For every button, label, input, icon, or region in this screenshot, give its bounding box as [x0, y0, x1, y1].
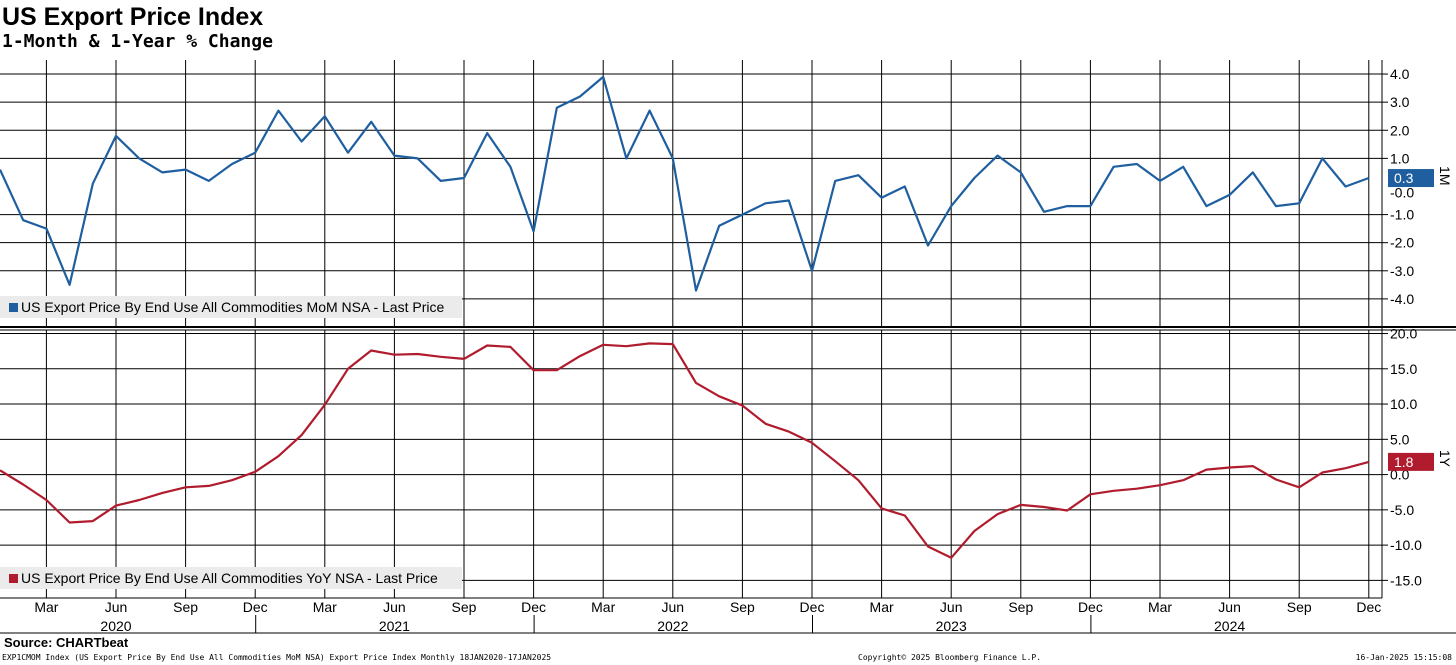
x-tick-label-year: 2022	[657, 618, 688, 634]
y-tick-label: -4.0	[1390, 291, 1414, 307]
x-tick-label-month: Sep	[730, 599, 755, 615]
legend-box	[0, 296, 462, 318]
y-tick-label: -5.0	[1390, 502, 1414, 518]
x-tick-label-month: Mar	[313, 599, 337, 615]
x-tick-label-month: Jun	[662, 599, 685, 615]
legend-box	[0, 567, 462, 589]
x-tick-label-month: Jun	[105, 599, 128, 615]
x-tick-label-month: Mar	[34, 599, 58, 615]
y-tick-label: 3.0	[1390, 94, 1410, 110]
axis-series-label: 1Y	[1437, 450, 1453, 468]
x-tick-label-year: 2021	[379, 618, 410, 634]
y-tick-label: -15.0	[1390, 572, 1422, 588]
y-tick-label: -3.0	[1390, 263, 1414, 279]
footer-timestamp: 16-Jan-2025 15:15:08	[1355, 653, 1452, 662]
y-tick-label-partial: -0.0	[1390, 184, 1414, 200]
x-tick-label-month: Jun	[383, 599, 406, 615]
footer-index-description: EXP1CMOM Index (US Export Price By End U…	[2, 653, 552, 662]
x-tick-label-month: Dec	[521, 599, 546, 615]
x-tick-label-month: Dec	[800, 599, 825, 615]
x-tick-label-month: Sep	[1287, 599, 1312, 615]
legend-label: US Export Price By End Use All Commoditi…	[21, 299, 444, 315]
x-tick-label-month: Sep	[452, 599, 477, 615]
footer-copyright: Copyright© 2025 Bloomberg Finance L.P.	[858, 653, 1042, 662]
last-value-tag	[1388, 169, 1434, 188]
x-tick-label-month: Jun	[940, 599, 963, 615]
x-tick-label-month: Sep	[173, 599, 198, 615]
y-tick-label: 15.0	[1390, 361, 1417, 377]
x-tick-label-month: Dec	[1078, 599, 1103, 615]
x-tick-label-year: 2024	[1214, 618, 1245, 634]
y-tick-label: 1.0	[1390, 150, 1410, 166]
x-tick-label-month: Mar	[870, 599, 894, 615]
legend-label: US Export Price By End Use All Commoditi…	[21, 570, 438, 586]
x-tick-label-month: Dec	[243, 599, 268, 615]
x-tick-label-month: Jun	[1218, 599, 1241, 615]
x-tick-label-year: 2023	[936, 618, 967, 634]
x-tick-label-month: Sep	[1008, 599, 1033, 615]
series-line-mom	[0, 75, 1370, 292]
x-tick-label-month: Mar	[1148, 599, 1172, 615]
y-tick-label: 4.0	[1390, 66, 1410, 82]
y-tick-label: -10.0	[1390, 537, 1422, 553]
last-value-label: 1.8	[1394, 454, 1414, 470]
y-tick-label: 10.0	[1390, 396, 1417, 412]
last-value-tag	[1388, 452, 1434, 471]
legend-swatch	[9, 303, 18, 312]
chart-title: US Export Price Index	[2, 3, 264, 31]
chart-subtitle: 1-Month & 1-Year % Change	[2, 31, 273, 52]
x-tick-label-month: Mar	[591, 599, 615, 615]
series-line-yoy	[0, 342, 1370, 559]
x-tick-label-year: 2020	[100, 618, 131, 634]
x-tick-label-month: Dec	[1356, 599, 1381, 615]
y-tick-label: 5.0	[1390, 431, 1410, 447]
y-tick-label: -1.0	[1390, 207, 1414, 223]
source-label: Source: CHARTbeat	[4, 635, 129, 650]
legend-swatch	[9, 574, 18, 583]
last-value-label: 0.3	[1394, 170, 1414, 186]
y-tick-label: -2.0	[1390, 235, 1414, 251]
y-tick-label: 2.0	[1390, 122, 1410, 138]
axis-series-label: 1M	[1437, 166, 1453, 185]
